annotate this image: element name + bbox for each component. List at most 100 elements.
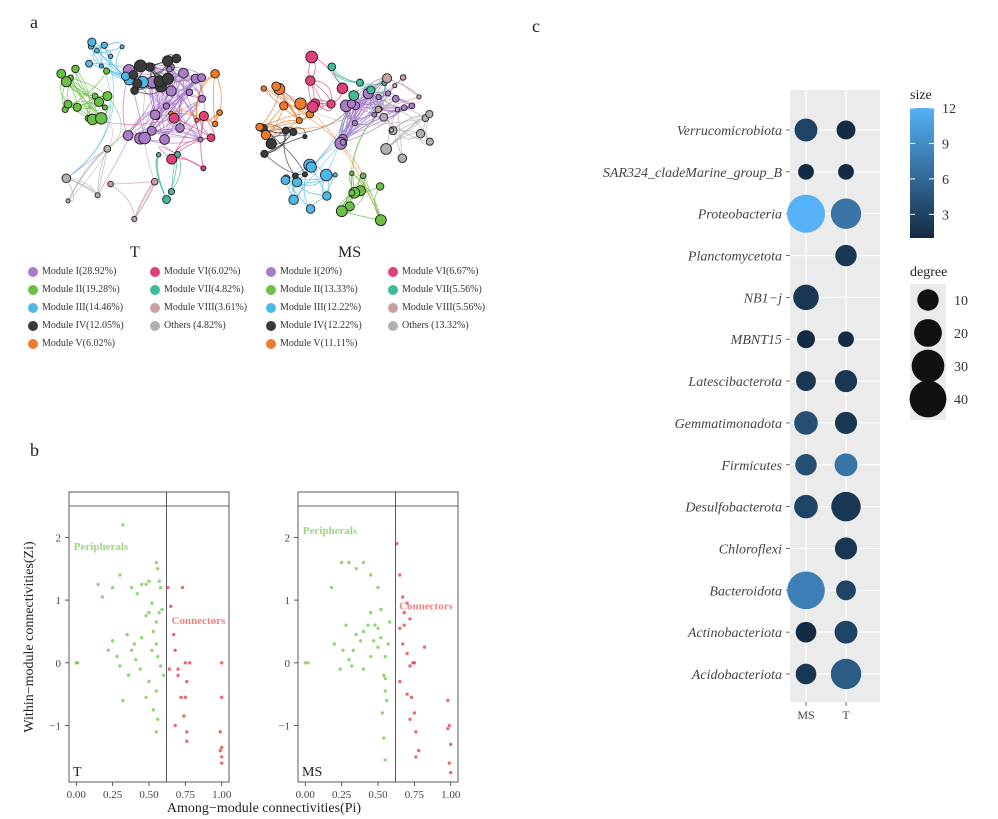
network-node xyxy=(355,78,364,87)
legend-swatch xyxy=(388,302,398,313)
network-node xyxy=(166,153,178,165)
legend-label: Module II(19.28%) xyxy=(42,284,120,295)
peripheral-point xyxy=(376,626,380,631)
network-node xyxy=(94,47,100,54)
connector-point xyxy=(412,711,417,715)
peripheral-point xyxy=(118,573,122,577)
network-node xyxy=(167,188,176,196)
network-node xyxy=(146,125,157,136)
network-node xyxy=(72,102,82,112)
y-tick-label: 0 xyxy=(56,658,62,670)
network-node xyxy=(400,104,408,112)
scatter-plot-ms: 0.00 0.25 0.50 0.75 1.00 −1 0 1 2 Peripherals Conn… xyxy=(278,491,461,801)
network-ms-legend-item: Module VI(6.67%) xyxy=(388,266,478,277)
network-node xyxy=(294,97,307,110)
degree-legend-label: 10 xyxy=(954,294,968,309)
size-legend: size 3 6 9 12 xyxy=(910,88,956,238)
peripheral-point xyxy=(338,667,342,671)
network-edge xyxy=(350,98,396,193)
bubble xyxy=(793,284,819,311)
bubble xyxy=(795,454,817,476)
legend-label: Module VIII(5.56%) xyxy=(402,302,486,313)
peripheral-point xyxy=(121,698,125,703)
network-node xyxy=(295,116,303,125)
network-node xyxy=(380,143,392,155)
network-node xyxy=(327,62,337,72)
bubble xyxy=(795,621,817,643)
network-node xyxy=(388,127,395,133)
network-node xyxy=(150,177,159,186)
x-tick-label: 1.00 xyxy=(212,789,232,801)
network-node xyxy=(322,191,332,201)
legend-swatch xyxy=(150,302,160,313)
connector-point xyxy=(167,667,172,671)
network-node xyxy=(128,69,139,80)
legend-swatch xyxy=(150,284,160,295)
bubble xyxy=(798,163,814,180)
network-node xyxy=(305,75,316,86)
legend-label: Others (4.82%) xyxy=(164,320,226,331)
peripheral-point xyxy=(135,592,140,596)
category-label: Gemmatimonadota xyxy=(675,417,782,432)
category-label: Verrucomicrobiota xyxy=(677,124,782,139)
network-node xyxy=(108,53,114,59)
degree-legend-circle xyxy=(917,289,939,311)
peripheral-point xyxy=(380,711,385,715)
connector-point xyxy=(169,604,173,609)
network-edge xyxy=(158,146,204,169)
network-node xyxy=(120,71,131,81)
peripheral-point xyxy=(154,642,158,646)
network-edge xyxy=(133,181,155,220)
peripheral-point xyxy=(386,642,390,646)
peripheral-point xyxy=(379,607,383,612)
peripheral-point xyxy=(382,673,386,678)
network-edge xyxy=(263,88,300,121)
peripheral-point xyxy=(132,642,137,646)
network-node xyxy=(305,204,316,214)
network-node xyxy=(339,138,347,146)
network-node xyxy=(351,119,358,127)
legend-swatch xyxy=(266,284,276,295)
legend-label: Module I(28.92%) xyxy=(42,266,117,277)
network-node xyxy=(306,100,319,113)
peripheral-point xyxy=(157,610,161,615)
network-node xyxy=(132,78,143,89)
network-ms-legend-item: Module IV(12.22%) xyxy=(266,320,362,331)
x-tick-label: 1.00 xyxy=(441,789,461,801)
network-node xyxy=(165,85,177,97)
degree-legend-circle xyxy=(911,349,945,383)
peripheral-point xyxy=(339,560,344,565)
legend-label: Module III(14.46%) xyxy=(42,302,124,313)
peripheral-point xyxy=(350,664,354,668)
network-node xyxy=(103,144,112,153)
network-node xyxy=(265,138,277,150)
network-node xyxy=(171,53,182,64)
network-node xyxy=(133,59,147,73)
x-tick-label: 0.00 xyxy=(67,789,87,801)
colorbar-tick-label: 3 xyxy=(942,208,949,223)
peripheral-point xyxy=(118,664,122,668)
y-tick-label: 2 xyxy=(56,532,62,544)
y-axis-label: Within−module connectivities(Zi) xyxy=(22,541,37,733)
bubble-panel: Verrucomicrobiota SAR324_cladeMarine_grou… xyxy=(603,90,880,722)
peripheral-point xyxy=(144,614,148,618)
network-node xyxy=(168,112,180,124)
category-label: Proteobacteria xyxy=(697,208,782,223)
peripheral-point xyxy=(361,629,366,634)
bubble xyxy=(838,163,854,180)
network-edge xyxy=(133,181,156,220)
peripheral-point xyxy=(150,648,154,652)
connector-point xyxy=(402,610,406,615)
legend-label: Module VI(6.67%) xyxy=(402,266,479,277)
connector-point xyxy=(398,626,402,631)
network-node xyxy=(346,99,357,109)
network-node xyxy=(379,112,389,122)
connector-point xyxy=(446,698,450,703)
legend-swatch xyxy=(266,320,276,331)
network-edge xyxy=(214,73,222,125)
bubble xyxy=(831,491,861,522)
panel-label-a: a xyxy=(30,12,38,32)
network-ms-title: MS xyxy=(338,244,362,261)
connector-point xyxy=(220,745,224,750)
network-node xyxy=(260,85,267,92)
